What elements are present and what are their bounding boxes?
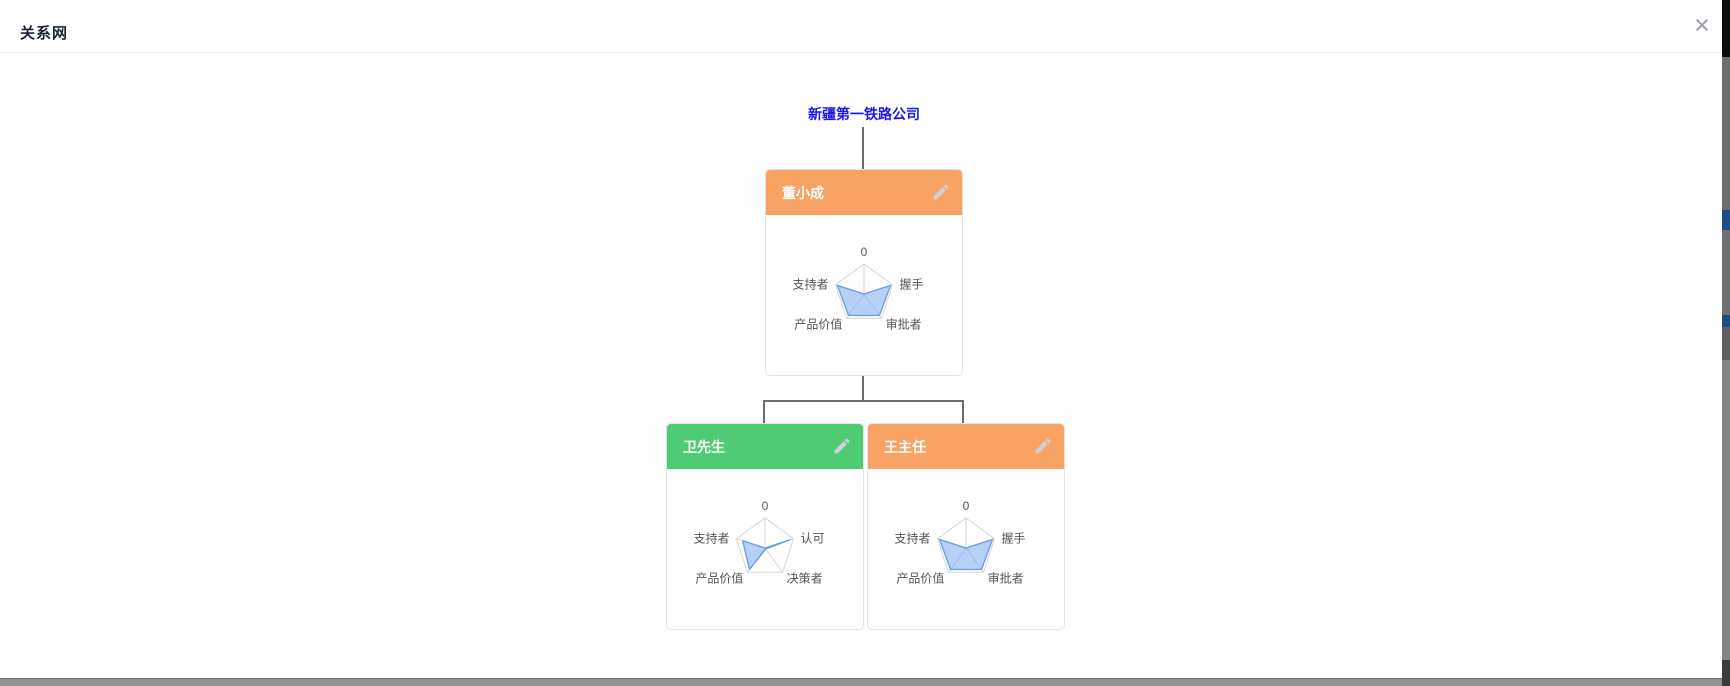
connector-line-child-right (962, 400, 964, 423)
person-card-body: 0 认可决策者 产品价值 支持者 (667, 469, 863, 629)
modal-title: 关系网 (20, 25, 69, 42)
radar-axis-label: 支持者 (894, 531, 930, 546)
person-card-header: 董小成 (766, 170, 962, 215)
radar-axis-label: 0 (762, 499, 769, 513)
radar-data-area (836, 284, 892, 317)
app-edge-gray-4 (1722, 360, 1730, 660)
app-edge-blue-1 (1722, 210, 1730, 230)
edit-button[interactable] (832, 436, 852, 456)
person-card-header: 王主任 (868, 424, 1064, 469)
app-edge-gray-3 (1722, 327, 1730, 360)
connector-line-horizontal (763, 400, 964, 402)
radar-axis-label: 0 (963, 499, 970, 513)
radar-axis-label: 审批者 (988, 570, 1024, 585)
radar-axis-label: 审批者 (886, 316, 922, 331)
person-card: 王主任 0 握手审批者 产品价值 支持者 (867, 423, 1065, 630)
close-button[interactable]: × (1688, 11, 1716, 39)
connector-line-root (862, 127, 864, 169)
app-edge-gray-2 (1722, 230, 1730, 315)
radar-axis-label: 0 (861, 245, 868, 259)
radar-axis-label: 支持者 (792, 277, 828, 292)
person-card-body: 0 握手审批者 产品价值 支持者 (766, 215, 962, 375)
horizontal-scrollbar[interactable] (0, 678, 1722, 686)
person-card-body: 0 握手审批者 产品价值 支持者 (868, 469, 1064, 629)
company-link[interactable]: 新疆第一铁路公司 (808, 106, 920, 122)
edit-button[interactable] (931, 182, 951, 202)
radar-axis-label: 产品价值 (695, 570, 743, 585)
close-icon: × (1694, 10, 1710, 40)
app-edge-gray-1 (1722, 57, 1730, 210)
radar-axis-label: 决策者 (787, 571, 823, 585)
radar-axis-line (764, 547, 784, 573)
person-name: 董小成 (782, 184, 824, 201)
radar-axis-label: 认可 (801, 532, 825, 546)
person-card-header: 卫先生 (667, 424, 863, 469)
pencil-icon (933, 184, 949, 200)
pencil-icon (834, 438, 850, 454)
radar-axis-label: 产品价值 (794, 316, 842, 331)
radar-axis-label: 握手 (900, 277, 924, 292)
edit-button[interactable] (1033, 436, 1053, 456)
radar-axis-label: 握手 (1002, 531, 1026, 546)
modal-header: 关系网 × (0, 0, 1722, 53)
person-card: 卫先生 0 认可决策者 产品价值 支持者 (666, 423, 864, 630)
radar-data-area (938, 538, 994, 571)
person-card: 董小成 0 握手审批者 产品价值 支持者 (765, 169, 963, 376)
app-edge-blue-2 (1722, 315, 1730, 327)
radar-axis-label: 支持者 (693, 531, 729, 546)
person-name: 卫先生 (683, 438, 725, 455)
app-edge-top-dark (1722, 0, 1730, 57)
person-name: 王主任 (884, 438, 926, 455)
pencil-icon (1035, 438, 1051, 454)
radar-data-area (741, 539, 791, 571)
radar-axis-label: 产品价值 (896, 570, 944, 585)
connector-line-parent-down (862, 376, 864, 401)
app-edge-bottom-dark (1722, 660, 1730, 686)
connector-line-child-left (763, 400, 765, 423)
